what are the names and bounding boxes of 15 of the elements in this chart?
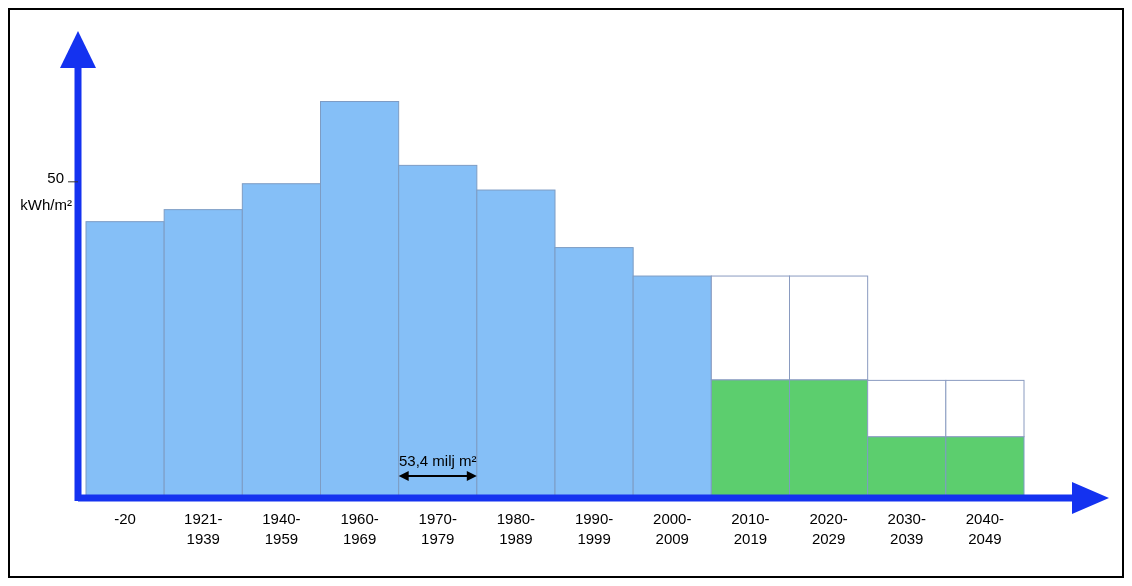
- x-tick-label: -20: [114, 510, 136, 527]
- x-tick-label: 1960-1969: [340, 510, 379, 547]
- x-tick-label: 2030-2039: [887, 510, 926, 547]
- x-tick-label: 1980-1989: [496, 510, 536, 547]
- x-tick-label: 1970-1979: [418, 510, 457, 547]
- x-tick-label: 2040-2049: [965, 510, 1005, 547]
- x-tick-label: 2020-2029: [809, 510, 848, 547]
- y-tick-label: 50: [47, 169, 64, 187]
- x-tick-label: 1921-1939: [184, 510, 223, 547]
- annotation: 53,4 milj m²: [398, 452, 477, 469]
- x-tick-label: 1940-1959: [262, 510, 301, 547]
- x-tick-label: 2000-2009: [653, 510, 692, 547]
- x-tick-label: 1990-1999: [574, 510, 614, 547]
- y-axis-title: kWh/m²: [20, 195, 72, 213]
- x-tick-label: 2010-2019: [731, 510, 770, 547]
